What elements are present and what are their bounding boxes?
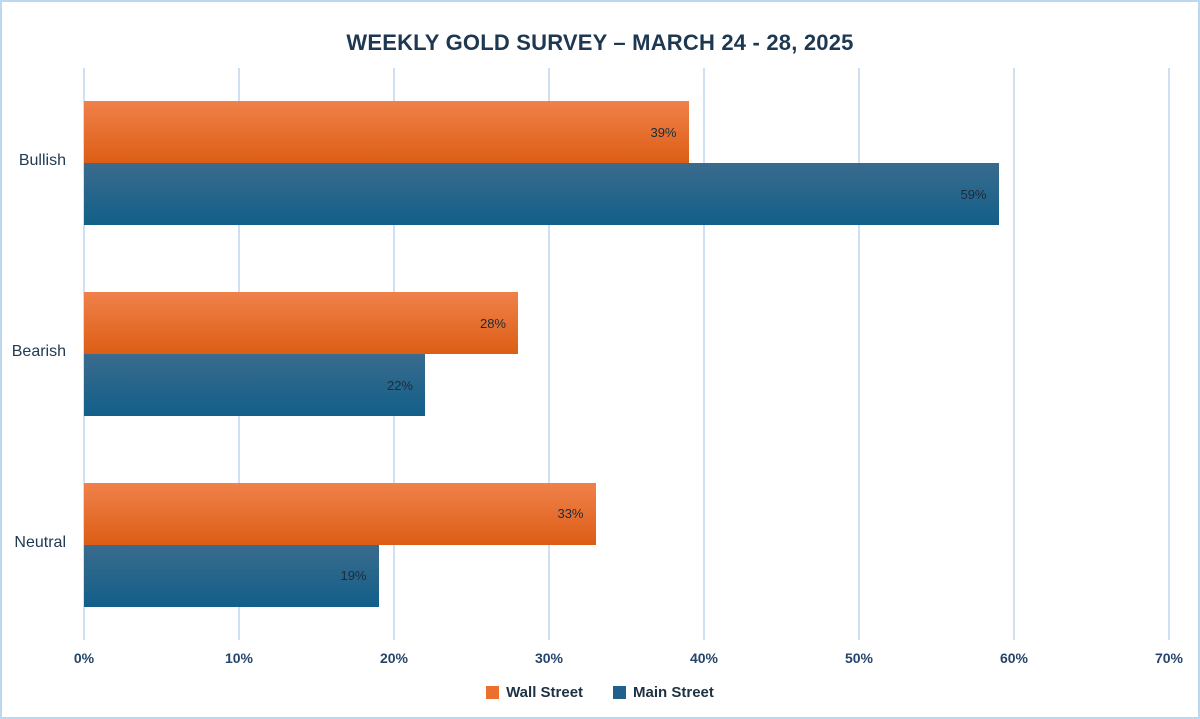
- gridline: [1013, 68, 1015, 640]
- bar-wall-street-bearish: 28%: [84, 292, 518, 354]
- plot-area: 39% 59% 28% 22% 33% 19%: [83, 68, 1170, 640]
- data-label: 59%: [960, 186, 987, 202]
- data-label: 28%: [479, 315, 506, 331]
- legend: Wall Street Main Street: [2, 684, 1198, 701]
- gridline: [703, 68, 705, 640]
- bar-wall-street-neutral: 33%: [84, 482, 596, 545]
- data-label: 39%: [650, 124, 677, 140]
- y-axis-label-bullish: Bullish: [18, 152, 66, 170]
- y-axis-label-neutral: Neutral: [14, 533, 66, 551]
- legend-item-main-street: Main Street: [613, 684, 714, 701]
- gridline: [1168, 68, 1170, 640]
- legend-label: Wall Street: [506, 684, 584, 701]
- x-axis-tick: 0%: [73, 650, 95, 666]
- legend-item-wall-street: Wall Street: [486, 684, 583, 701]
- x-axis-tick: 30%: [534, 650, 564, 666]
- bar-main-street-neutral: 19%: [84, 544, 379, 607]
- data-label: 19%: [340, 568, 367, 584]
- data-label: 22%: [386, 377, 413, 393]
- x-axis-tick: 40%: [689, 650, 719, 666]
- x-axis-tick: 10%: [224, 650, 254, 666]
- bar-wall-street-bullish: 39%: [84, 101, 689, 164]
- bar-main-street-bullish: 59%: [84, 163, 999, 226]
- bar-main-street-bearish: 22%: [84, 354, 425, 416]
- y-axis-label-bearish: Bearish: [11, 343, 66, 360]
- x-axis-tick: 60%: [999, 650, 1029, 666]
- x-axis-tick: 20%: [379, 650, 409, 666]
- data-label: 33%: [557, 506, 584, 522]
- legend-swatch-wall-street: [486, 686, 500, 699]
- legend-label: Main Street: [633, 684, 714, 701]
- chart-title: WEEKLY GOLD SURVEY – MARCH 24 - 28, 2025: [346, 30, 854, 55]
- legend-swatch-main-street: [613, 686, 627, 699]
- x-axis-tick: 70%: [1154, 650, 1184, 666]
- x-axis-tick: 50%: [844, 650, 874, 666]
- gridline: [548, 68, 550, 640]
- gridline: [858, 68, 860, 640]
